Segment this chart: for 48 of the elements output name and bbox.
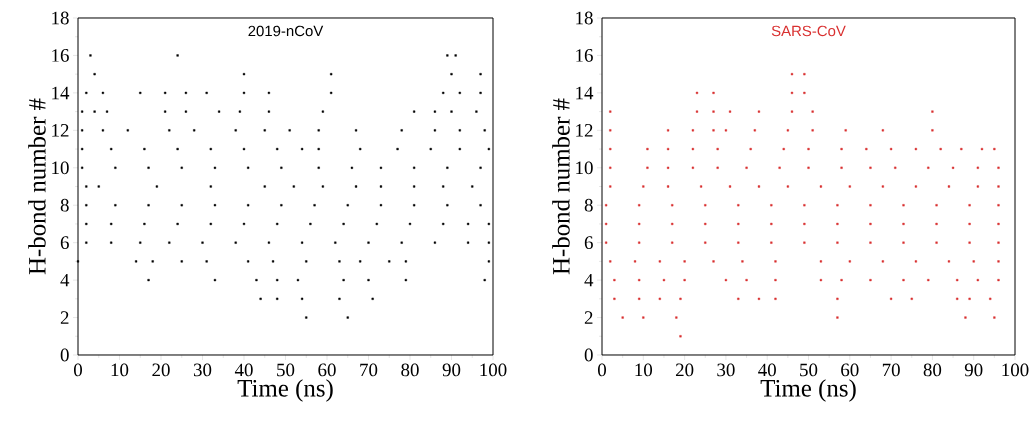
x-tick-label: 80 [923,363,942,377]
chart-title: 2019-nCoV [248,25,324,37]
y-tick-label: 10 [52,161,69,175]
y-tick-label: 12 [576,124,593,137]
x-tick-label: 80 [401,363,419,377]
x-tick-label: 20 [152,363,170,377]
x-tick-label: 20 [675,363,694,377]
x-tick-label: 60 [318,363,336,377]
x-tick-label: 0 [597,363,607,377]
x-axis-title: Time (ns) [760,379,856,402]
y-tick-label: 14 [576,86,594,100]
y-tick-label: 10 [576,161,593,175]
y-tick-label: 6 [60,236,69,250]
x-tick-label: 90 [964,363,983,377]
x-tick-label: 10 [111,363,129,377]
y-axis-title: H-bond number # [28,98,46,275]
x-axis-title: Time (ns) [237,379,333,402]
y-tick-label: 8 [60,198,69,212]
y-tick-label: 14 [52,86,70,100]
y-tick-label: 6 [584,236,593,250]
x-tick-label: 100 [1002,363,1029,377]
y-tick-label: 4 [60,273,70,287]
y-tick-label: 2 [60,311,69,324]
y-tick-label: 4 [584,273,594,287]
x-tick-label: 30 [193,363,212,377]
x-tick-label: 40 [234,363,253,377]
y-axis-title: H-bond number # [552,98,570,275]
y-tick-label: 18 [576,11,593,25]
x-tick-label: 30 [717,363,735,377]
x-tick-label: 0 [73,363,82,377]
y-tick-label: 8 [584,198,593,212]
x-tick-label: 70 [882,363,900,377]
chart-title: SARS-CoV [771,25,846,37]
x-tick-label: 70 [360,363,378,377]
y-tick-label: 12 [52,124,69,137]
y-tick-label: 18 [52,11,69,25]
y-tick-label: 16 [576,49,593,62]
x-tick-label: 60 [841,363,859,377]
x-tick-label: 90 [442,363,461,377]
x-tick-label: 10 [635,363,653,377]
x-tick-label: 40 [758,363,776,377]
y-tick-label: 2 [584,311,593,324]
x-tick-label: 50 [277,363,295,377]
x-tick-label: 50 [800,363,818,377]
y-tick-label: 16 [52,49,69,62]
y-tick-label: 0 [60,348,69,362]
x-tick-label: 100 [480,363,507,377]
y-tick-label: 0 [584,348,593,362]
